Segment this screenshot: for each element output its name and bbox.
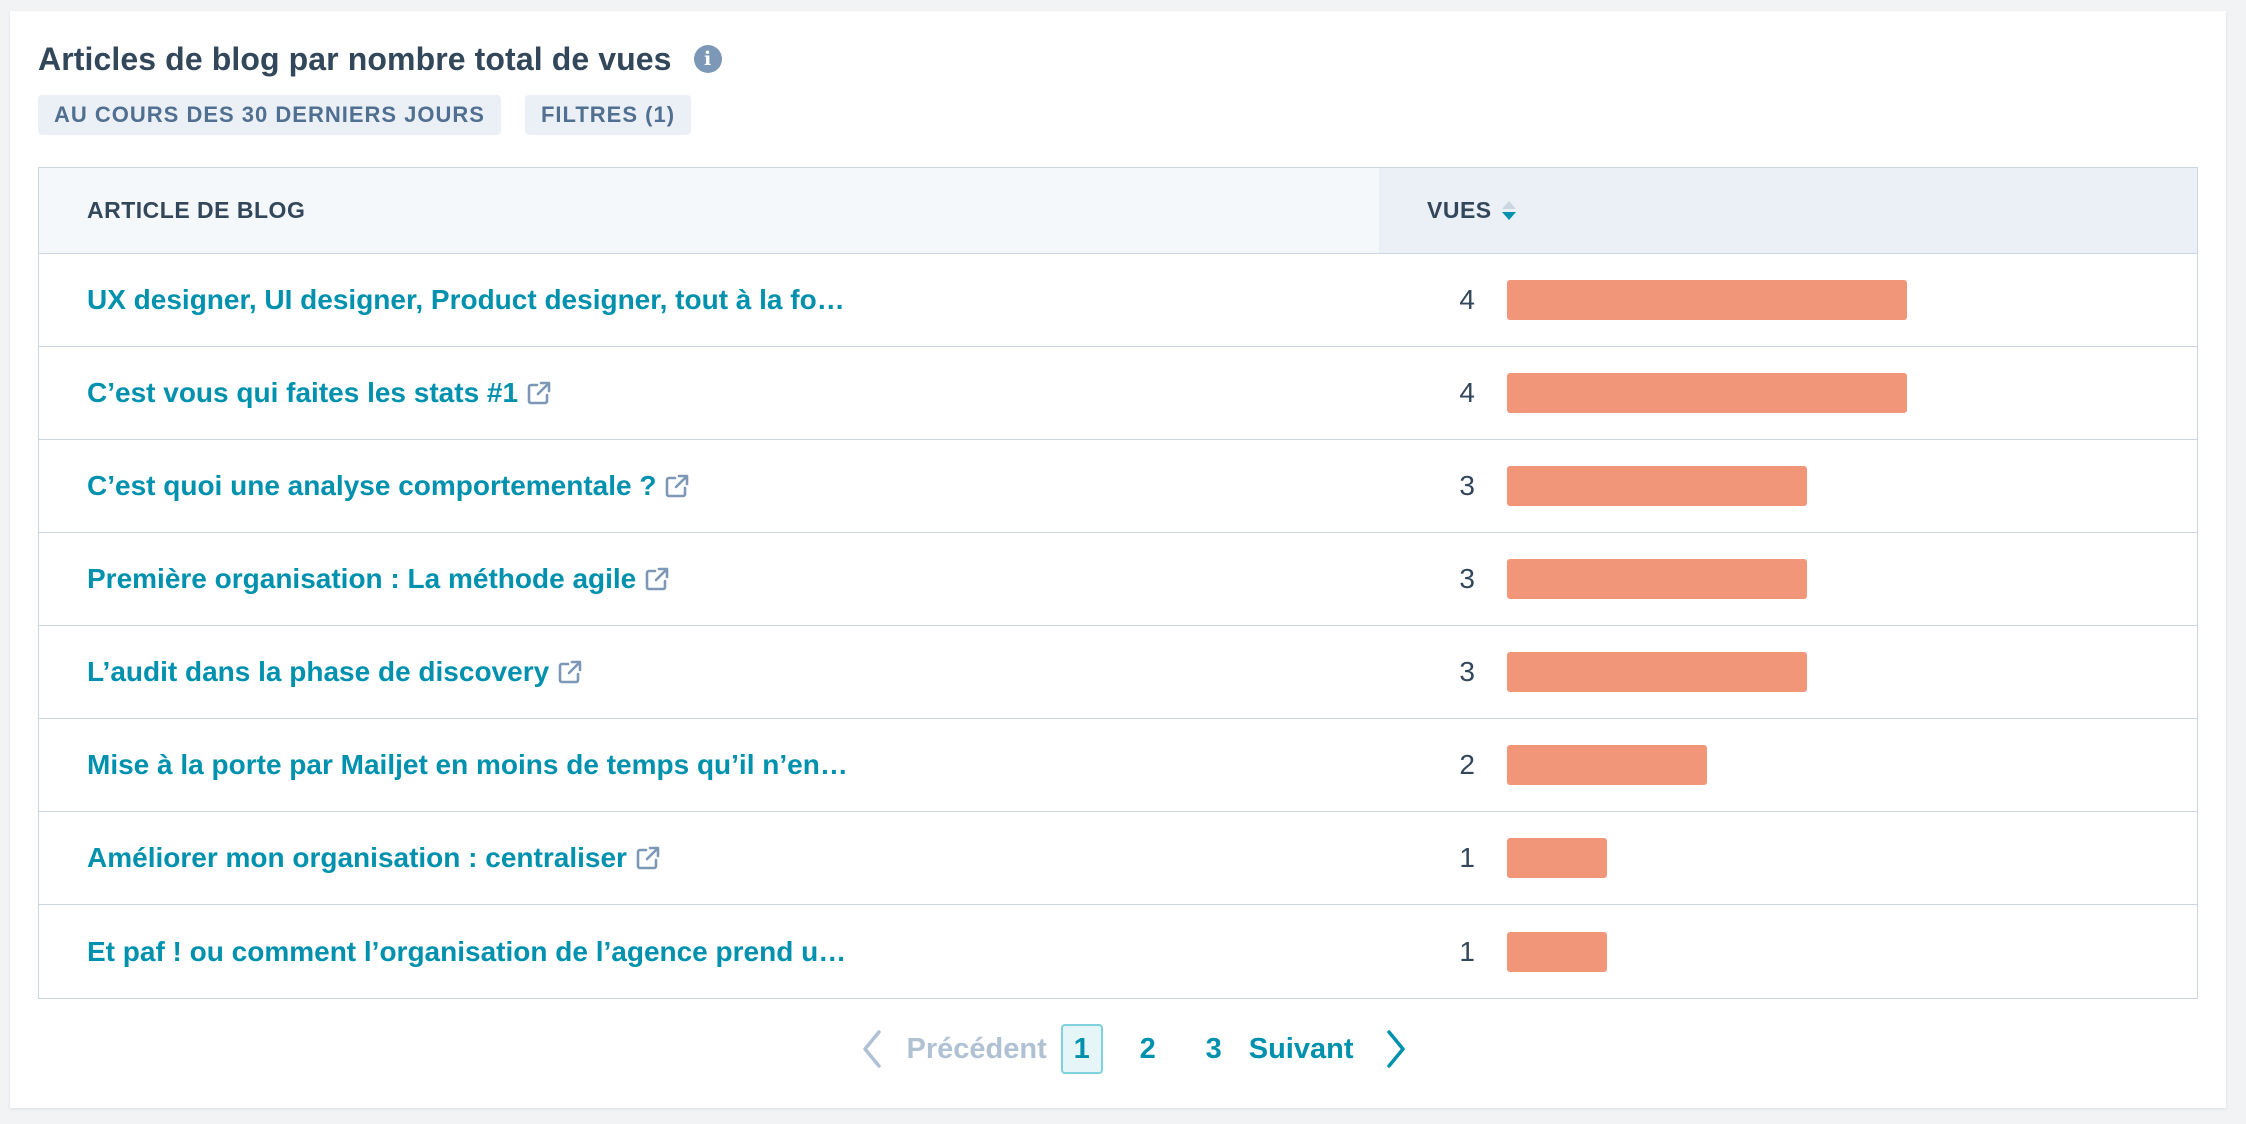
views-bar: [1507, 652, 1807, 692]
views-cell: 4: [1379, 254, 2197, 346]
article-link[interactable]: Et paf ! ou comment l’organisation de l’…: [87, 935, 847, 967]
report-card: Articles de blog par nombre total de vue…: [10, 11, 2226, 1108]
views-bar: [1507, 838, 1607, 878]
filters-chip[interactable]: FILTRES (1): [524, 95, 692, 135]
views-cell: 1: [1379, 905, 2197, 998]
article-link[interactable]: Améliorer mon organisation : centraliser: [87, 842, 627, 873]
table-row: C’est quoi une analyse comportementale ?…: [39, 440, 2197, 533]
article-cell: Mise à la porte par Mailjet en moins de …: [39, 719, 1379, 811]
views-cell: 3: [1379, 626, 2197, 718]
column-header-views-label: VUES: [1427, 197, 1492, 223]
report-title: Articles de blog par nombre total de vue…: [38, 40, 672, 77]
article-link[interactable]: C’est vous qui faites les stats #1: [87, 377, 519, 408]
table-header: ARTICLE DE BLOG VUES: [39, 168, 2197, 254]
chevron-left-icon[interactable]: [861, 1029, 883, 1069]
views-bar: [1507, 559, 1807, 599]
article-link[interactable]: UX designer, UI designer, Product design…: [87, 284, 845, 315]
page-3-button[interactable]: 3: [1205, 1032, 1222, 1065]
article-link[interactable]: Mise à la porte par Mailjet en moins de …: [87, 749, 848, 780]
external-link-icon[interactable]: [644, 566, 670, 592]
views-count: 4: [1459, 377, 1475, 408]
table-body: UX designer, UI designer, Product design…: [39, 254, 2197, 998]
views-bar: [1507, 466, 1807, 506]
views-count: 3: [1459, 470, 1475, 501]
blog-posts-table: ARTICLE DE BLOG VUES UX designer, UI des…: [38, 167, 2198, 999]
external-link-icon[interactable]: [526, 380, 552, 406]
table-row: Améliorer mon organisation : centraliser…: [39, 812, 2197, 905]
views-cell: 1: [1379, 812, 2197, 904]
article-link[interactable]: L’audit dans la phase de discovery: [87, 656, 550, 687]
card-header: Articles de blog par nombre total de vue…: [38, 39, 722, 135]
sort-descending-icon[interactable]: [1501, 201, 1516, 220]
page-2-button[interactable]: 2: [1139, 1032, 1156, 1065]
article-cell: C’est quoi une analyse comportementale ?: [39, 440, 1379, 532]
external-link-icon[interactable]: [557, 659, 583, 685]
table-row: Première organisation : La méthode agile…: [39, 533, 2197, 626]
table-row: L’audit dans la phase de discovery 3: [39, 626, 2197, 719]
table-row: UX designer, UI designer, Product design…: [39, 254, 2197, 347]
views-cell: 3: [1379, 440, 2197, 532]
table-row: Et paf ! ou comment l’organisation de l’…: [39, 905, 2197, 998]
views-cell: 3: [1379, 533, 2197, 625]
article-link[interactable]: Première organisation : La méthode agile: [87, 563, 637, 594]
views-count: 2: [1459, 749, 1475, 780]
external-link-icon[interactable]: [664, 473, 690, 499]
views-count: 4: [1459, 284, 1475, 315]
date-range-chip[interactable]: AU COURS DES 30 DERNIERS JOURS: [38, 95, 501, 135]
article-cell: Améliorer mon organisation : centraliser: [39, 812, 1379, 904]
views-count: 3: [1459, 656, 1475, 687]
article-cell: C’est vous qui faites les stats #1: [39, 347, 1379, 439]
article-cell: UX designer, UI designer, Product design…: [39, 254, 1379, 346]
views-cell: 2: [1379, 719, 2197, 811]
column-header-article-label: ARTICLE DE BLOG: [87, 197, 306, 223]
chevron-right-icon[interactable]: [1385, 1029, 1407, 1069]
pagination: Précédent 1 2 3 Suivant: [10, 1024, 2226, 1074]
views-bar: [1507, 280, 1907, 320]
external-link-icon[interactable]: [635, 845, 661, 871]
info-icon[interactable]: i: [693, 45, 722, 73]
views-bar: [1507, 931, 1607, 972]
filter-chips: AU COURS DES 30 DERNIERS JOURS FILTRES (…: [38, 95, 722, 135]
column-header-article[interactable]: ARTICLE DE BLOG: [39, 168, 1379, 253]
previous-page-button[interactable]: Précédent: [906, 1032, 1047, 1065]
column-header-views[interactable]: VUES: [1379, 168, 2197, 253]
views-bar: [1507, 745, 1707, 785]
views-count: 1: [1459, 842, 1475, 873]
article-cell: Et paf ! ou comment l’organisation de l’…: [39, 905, 1379, 998]
views-count: 3: [1459, 563, 1475, 594]
table-row: Mise à la porte par Mailjet en moins de …: [39, 719, 2197, 812]
views-bar: [1507, 373, 1907, 413]
article-cell: L’audit dans la phase de discovery: [39, 626, 1379, 718]
article-link[interactable]: C’est quoi une analyse comportementale ?: [87, 470, 657, 501]
views-count: 1: [1459, 935, 1475, 967]
page-1-button[interactable]: 1: [1060, 1024, 1103, 1074]
title-row: Articles de blog par nombre total de vue…: [38, 39, 722, 79]
next-page-button[interactable]: Suivant: [1248, 1032, 1354, 1065]
views-cell: 4: [1379, 347, 2197, 439]
article-cell: Première organisation : La méthode agile: [39, 533, 1379, 625]
table-row: C’est vous qui faites les stats #1 4: [39, 347, 2197, 440]
